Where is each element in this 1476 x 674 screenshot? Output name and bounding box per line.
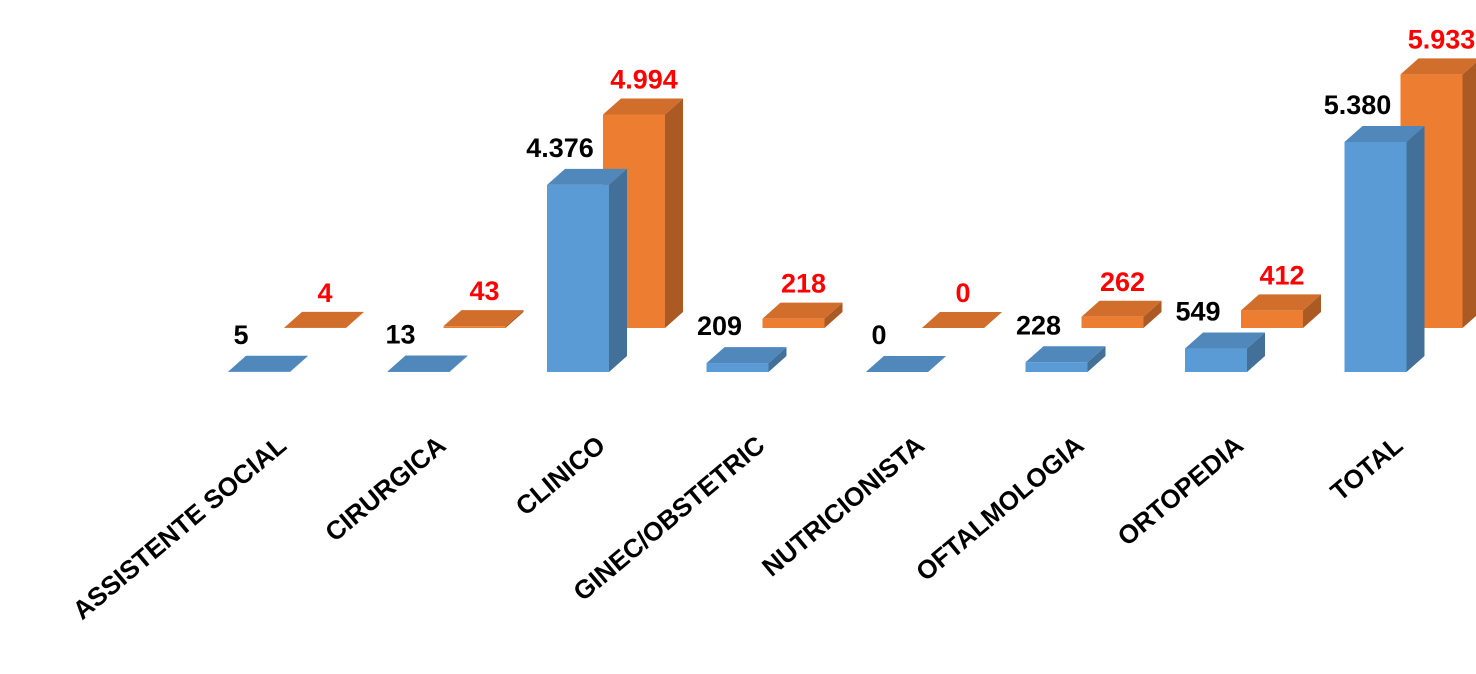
bar-front-face xyxy=(547,184,609,372)
bar-front-face xyxy=(1241,310,1303,328)
bar-top-face xyxy=(866,356,946,372)
bar-side-face xyxy=(505,310,524,328)
bar-top-face xyxy=(1185,332,1265,349)
data-label-series-1: 549 xyxy=(1175,297,1220,327)
bar-top-face xyxy=(922,312,1002,328)
bar-side-face xyxy=(1462,62,1476,328)
bar-front-face xyxy=(762,318,825,328)
bar-front-face xyxy=(1185,348,1247,372)
bar-top-face xyxy=(1400,58,1476,75)
bar-series-1 xyxy=(387,355,468,372)
category-label: ASSISTENTE SOCIAL xyxy=(67,430,292,626)
category-label: NUTRICIONISTA xyxy=(756,429,930,582)
data-label-series-2: 0 xyxy=(955,278,970,308)
bar-top-face xyxy=(284,311,364,328)
bar-series-1 xyxy=(1344,126,1425,372)
bar-side-face xyxy=(609,168,627,372)
data-label-series-2: 43 xyxy=(469,276,499,306)
bar-side-face xyxy=(290,355,308,372)
bar-top-face xyxy=(603,98,683,115)
bar-front-face xyxy=(706,363,769,372)
data-label-series-1: 209 xyxy=(697,311,742,341)
bar-front-face xyxy=(1081,316,1144,328)
bar-side-face xyxy=(665,98,683,328)
category-axis-labels: ASSISTENTE SOCIAL CIRURGICA CLINICOGINEC/O… xyxy=(67,429,1409,625)
bar-series-2 xyxy=(1081,300,1162,328)
bar-top-face xyxy=(1081,300,1162,317)
bar-series-1 xyxy=(866,356,946,372)
bar-series-2 xyxy=(284,311,364,328)
bar-series-2 xyxy=(443,310,524,328)
bar-side-face xyxy=(1143,300,1162,328)
bar-top-face xyxy=(443,310,524,327)
bar-side-face xyxy=(1303,294,1321,328)
bar-side-face xyxy=(768,347,787,372)
data-label-series-2: 4 xyxy=(317,278,332,308)
bar-top-face xyxy=(1344,126,1425,142)
data-label-series-1: 5.380 xyxy=(1324,90,1392,120)
bar-series-1 xyxy=(228,355,308,372)
category-label: CIRURGICA xyxy=(319,429,451,547)
data-label-series-1: 5 xyxy=(233,320,248,350)
series-2-bars xyxy=(284,58,1476,328)
data-label-series-2: 262 xyxy=(1100,267,1145,297)
bar-series-1 xyxy=(547,168,627,372)
data-label-series-2: 218 xyxy=(781,269,826,299)
bar-top-face xyxy=(762,302,843,319)
bar-side-face xyxy=(1247,332,1265,372)
category-label: CLINICO xyxy=(510,430,611,522)
bar-front-face xyxy=(443,326,506,328)
data-label-series-1: 0 xyxy=(871,320,886,350)
bar-series-2 xyxy=(1241,294,1321,328)
bar-top-face xyxy=(1025,346,1106,363)
bar-front-face xyxy=(1344,142,1407,372)
category-label: ORTOPEDIA xyxy=(1112,429,1249,551)
bar-side-face xyxy=(1406,126,1425,372)
bar-side-face xyxy=(824,302,843,328)
series-1-bars xyxy=(228,126,1425,372)
bar-top-face xyxy=(228,355,308,372)
bar-series-2 xyxy=(922,312,1002,328)
bar-top-face xyxy=(1241,294,1321,311)
bar-top-face xyxy=(387,355,468,372)
bar-top-face xyxy=(706,347,787,364)
bar-front-face xyxy=(1025,362,1088,372)
bar-top-face xyxy=(547,168,627,185)
bar-side-face xyxy=(1087,346,1106,372)
bar-side-face xyxy=(449,355,468,372)
bar-front-face xyxy=(387,371,450,372)
bar-series-2 xyxy=(762,302,843,328)
data-label-series-2: 4.994 xyxy=(610,65,678,95)
data-label-series-1: 4.376 xyxy=(526,133,594,163)
category-label: TOTAL xyxy=(1325,430,1409,507)
data-labels: 4 5 43 13 4.994 4.376 218 209 0 0 262 228 412 549 5.93… xyxy=(233,24,1475,350)
category-label: OFTALMOLOGIA xyxy=(910,429,1090,586)
bar-series-1 xyxy=(1025,346,1106,372)
bar-series-1 xyxy=(1185,332,1265,372)
bar-series-1 xyxy=(706,347,787,372)
data-label-series-2: 412 xyxy=(1259,260,1304,290)
bar-side-face xyxy=(346,311,364,328)
data-label-series-2: 5.933 xyxy=(1408,24,1476,54)
data-label-series-1: 228 xyxy=(1016,310,1061,340)
data-label-series-1: 13 xyxy=(385,319,415,349)
